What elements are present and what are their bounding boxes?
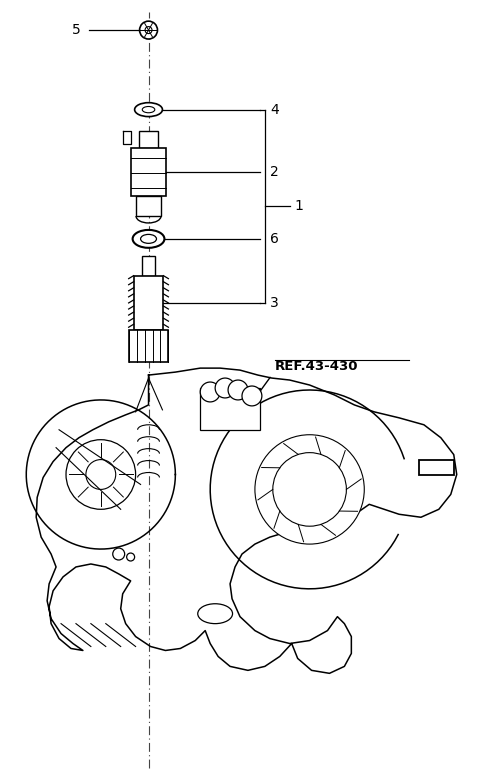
Ellipse shape bbox=[141, 235, 156, 243]
Bar bbox=[142, 256, 156, 276]
Bar bbox=[136, 196, 161, 216]
Circle shape bbox=[145, 26, 152, 33]
Ellipse shape bbox=[132, 230, 165, 248]
Circle shape bbox=[228, 380, 248, 400]
Text: 6: 6 bbox=[270, 232, 279, 246]
Circle shape bbox=[242, 386, 262, 406]
Bar bbox=[200, 388, 260, 430]
Bar bbox=[139, 131, 158, 148]
Bar bbox=[419, 459, 454, 476]
Ellipse shape bbox=[142, 106, 155, 113]
Text: 2: 2 bbox=[270, 166, 278, 179]
Circle shape bbox=[66, 440, 136, 509]
Circle shape bbox=[140, 21, 157, 39]
Circle shape bbox=[273, 453, 347, 526]
Circle shape bbox=[200, 382, 220, 402]
Bar bbox=[129, 330, 168, 362]
Text: 4: 4 bbox=[270, 103, 278, 117]
Text: 5: 5 bbox=[72, 23, 80, 37]
Text: 1: 1 bbox=[295, 199, 303, 213]
Circle shape bbox=[113, 548, 125, 560]
Circle shape bbox=[127, 553, 134, 561]
Circle shape bbox=[255, 434, 364, 544]
Ellipse shape bbox=[134, 103, 162, 117]
Bar bbox=[131, 148, 167, 196]
Circle shape bbox=[215, 378, 235, 398]
Bar bbox=[133, 276, 164, 330]
Text: 3: 3 bbox=[270, 295, 278, 309]
Text: REF.43-430: REF.43-430 bbox=[275, 361, 358, 373]
